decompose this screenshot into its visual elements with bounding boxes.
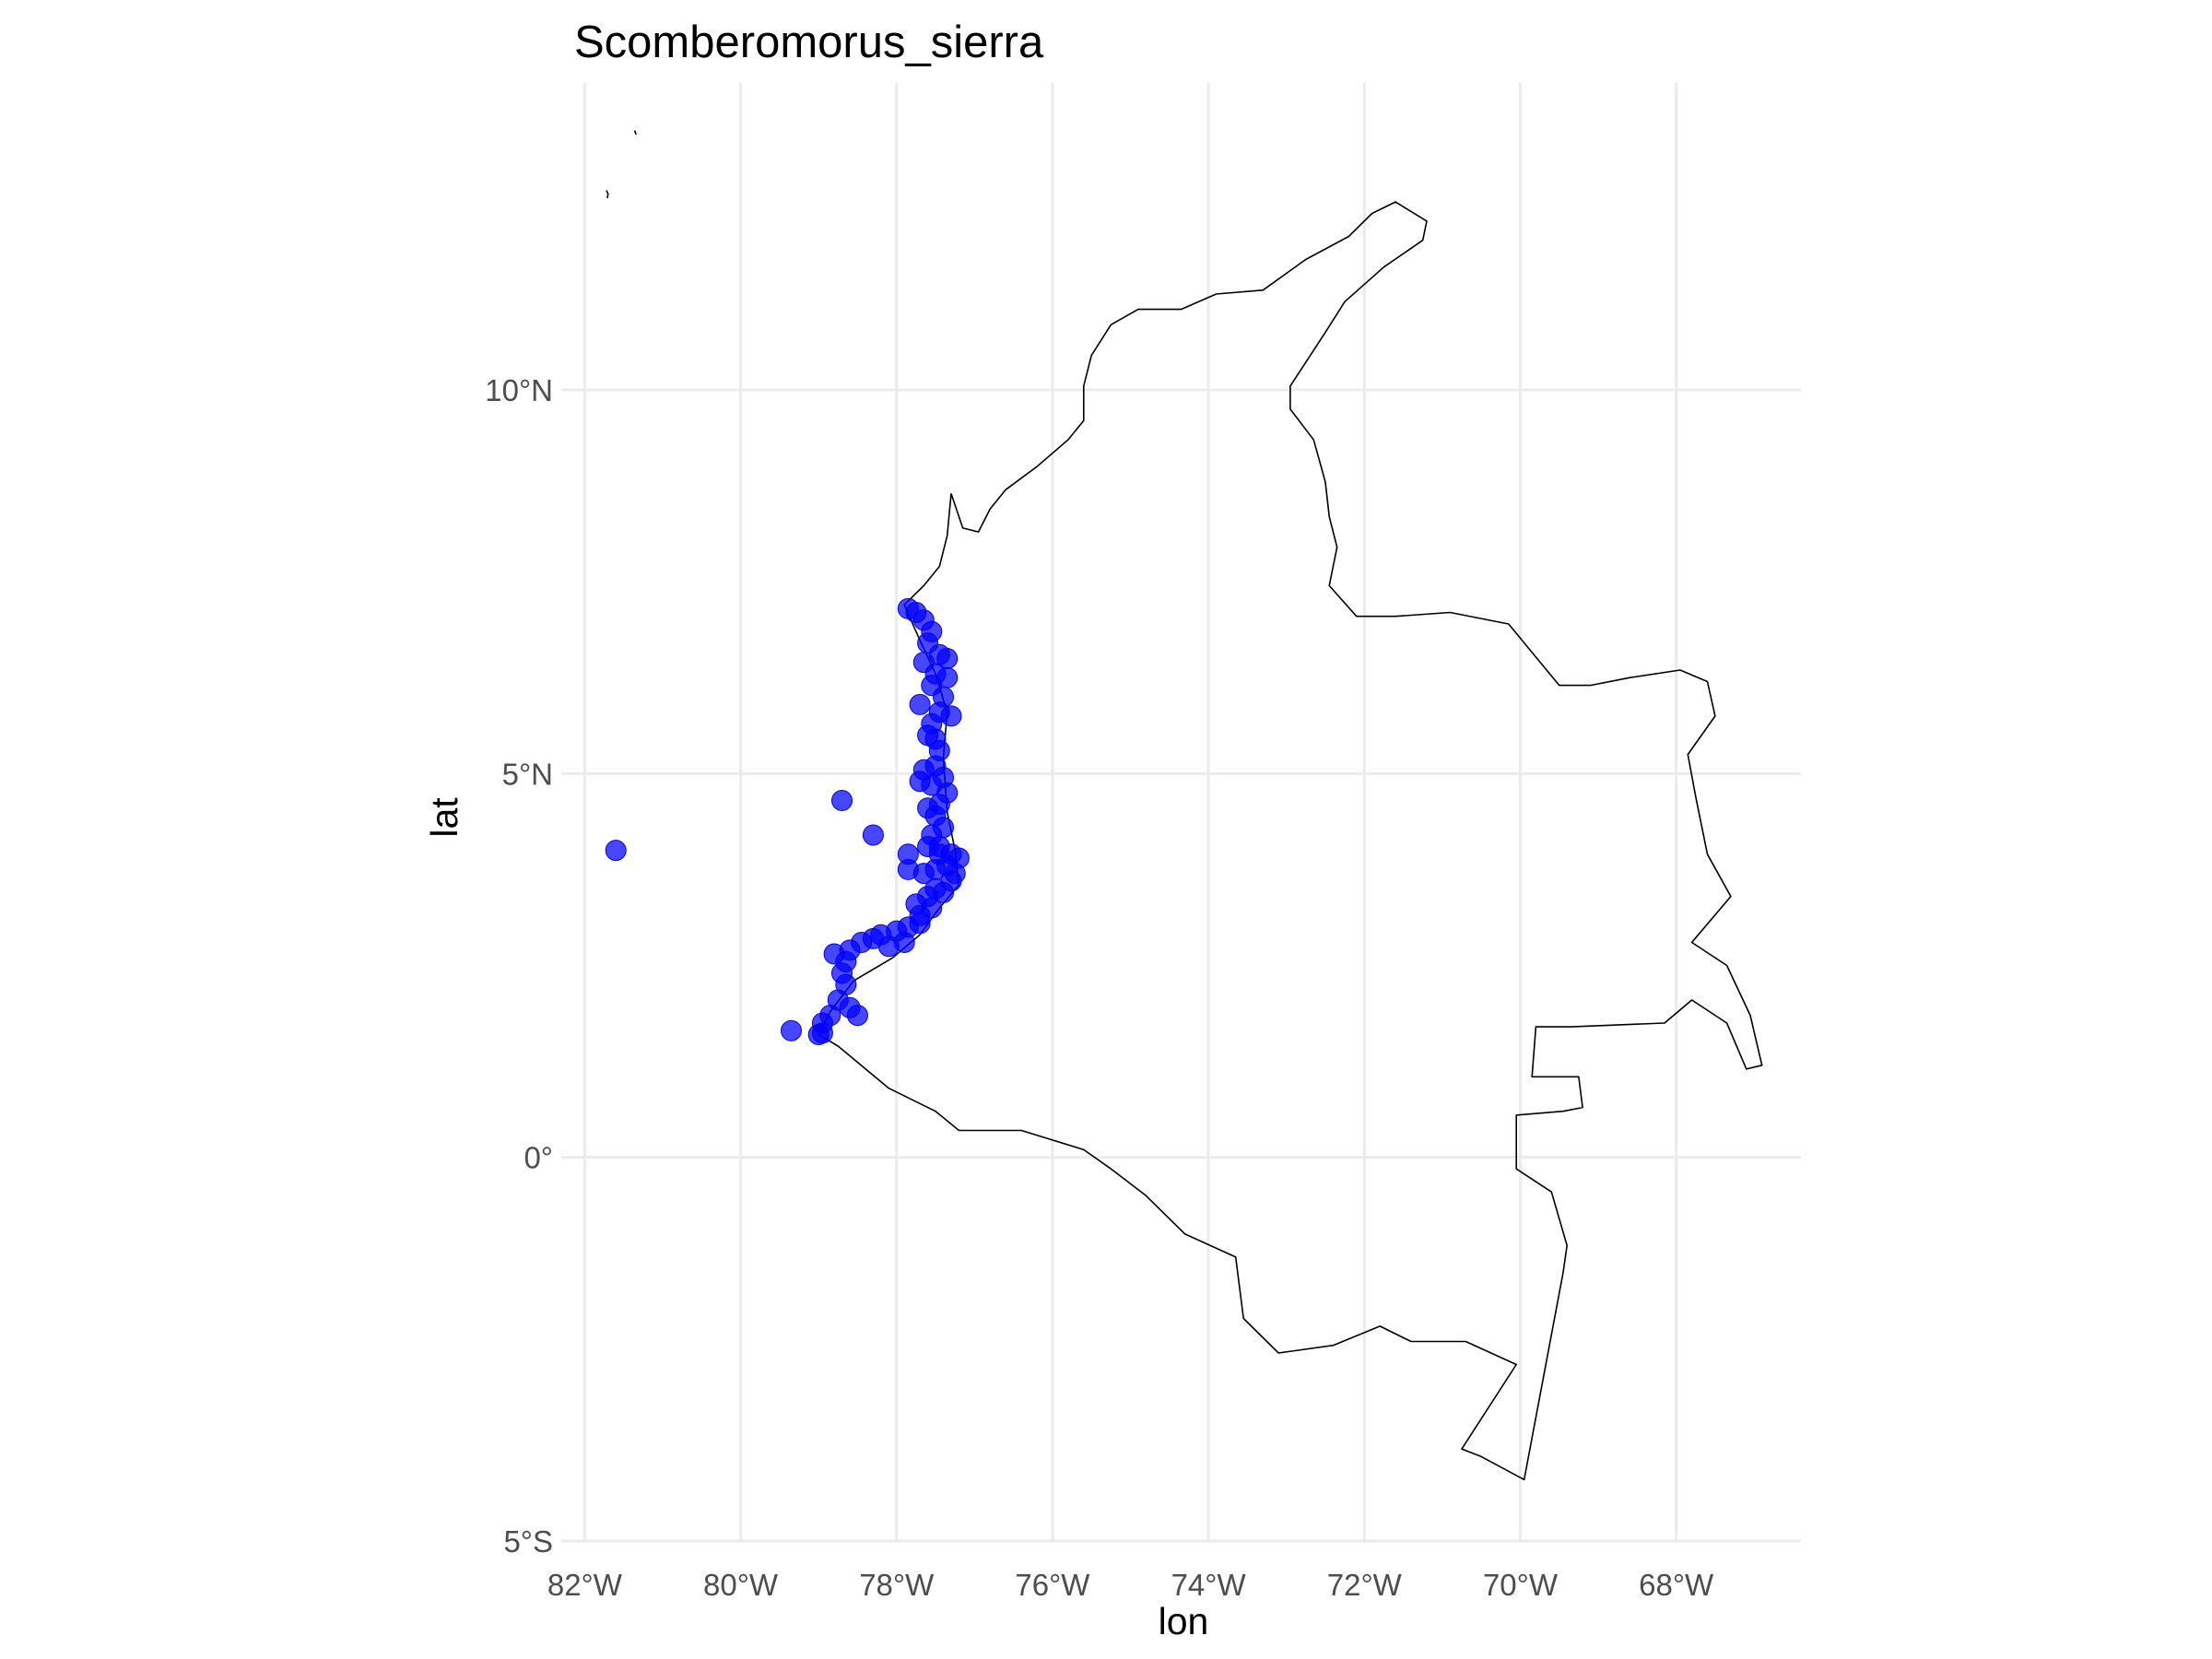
x-tick-label: 82°W	[547, 1568, 623, 1602]
data-point	[897, 858, 919, 880]
outline-path	[818, 201, 1763, 1481]
data-point	[862, 824, 884, 846]
data-point	[933, 881, 954, 903]
outline-path	[606, 190, 609, 199]
y-tick-label: 0°	[524, 1141, 553, 1175]
x-tick-label: 74°W	[1171, 1568, 1247, 1602]
y-axis-title: lat	[423, 797, 465, 838]
data-point	[912, 759, 935, 781]
data-point	[909, 693, 931, 715]
x-tick-label: 72°W	[1327, 1568, 1403, 1602]
data-point	[811, 1012, 833, 1034]
data-point	[936, 666, 959, 688]
y-tick-label: 10°N	[485, 373, 553, 407]
data-point	[924, 728, 947, 750]
x-tick-label: 80°W	[703, 1568, 779, 1602]
data-point	[831, 790, 853, 811]
outline-path	[633, 130, 637, 135]
data-point	[877, 935, 900, 958]
data-point	[909, 912, 931, 935]
data-point	[940, 705, 962, 727]
data-point	[781, 1019, 802, 1041]
data-point	[917, 836, 939, 857]
x-axis-title: lon	[1159, 1600, 1209, 1642]
data-point	[912, 652, 935, 674]
plot-title: Scomberomorus_sierra	[574, 18, 1044, 67]
data-point	[605, 840, 627, 862]
country-outline	[606, 130, 1763, 1481]
grid	[561, 83, 1801, 1543]
x-tick-label: 78°W	[859, 1568, 935, 1602]
data-point	[944, 863, 966, 885]
y-tick-label: 5°S	[503, 1524, 553, 1559]
data-point	[921, 897, 943, 919]
x-tick-label: 68°W	[1639, 1568, 1714, 1602]
occurrence-points	[605, 597, 970, 1045]
x-tick-label: 76°W	[1015, 1568, 1090, 1602]
y-tick-label: 5°N	[502, 757, 553, 791]
y-axis-ticks: 10°N 5°N 0° 5°S	[485, 373, 553, 1559]
data-point	[917, 797, 939, 819]
x-axis-ticks: 82°W 80°W 78°W 76°W 74°W 72°W 70°W 68°W	[547, 1568, 1714, 1602]
data-point	[846, 1005, 868, 1027]
x-tick-label: 70°W	[1483, 1568, 1559, 1602]
